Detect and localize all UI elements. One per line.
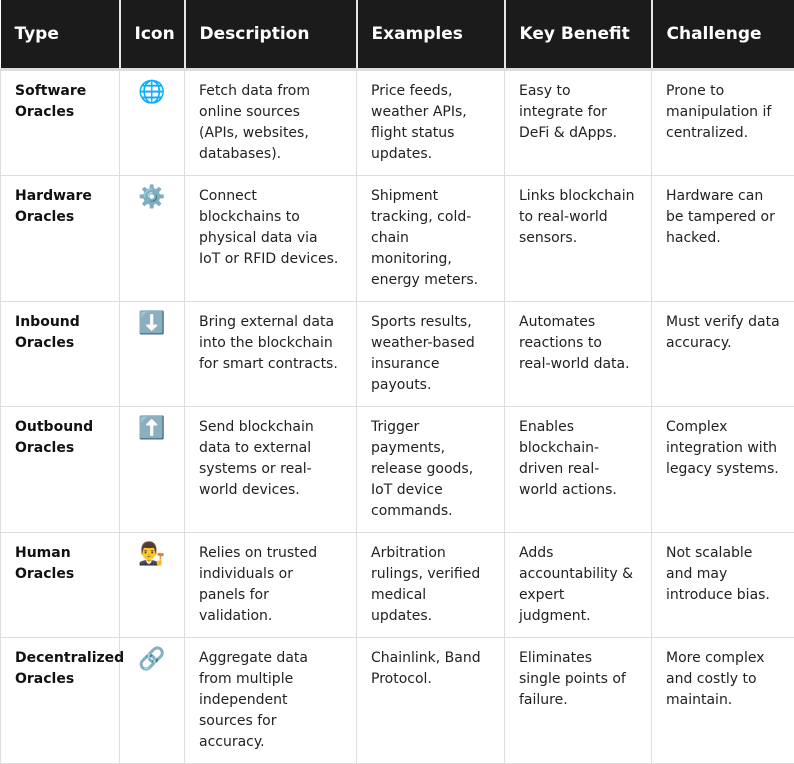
gear-icon: ⚙️ — [120, 176, 185, 302]
link-icon: 🔗 — [120, 638, 185, 764]
down-arrow-icon: ⬇️ — [120, 302, 185, 407]
challenge-cell: Hardware can be tampered or hacked. — [652, 176, 794, 302]
challenge-cell: Prone to manipulation if centralized. — [652, 70, 794, 176]
type-cell: Hardware Oracles — [1, 176, 120, 302]
table-row: Human Oracles👨‍⚖️Relies on trusted indiv… — [1, 533, 794, 638]
key-benefit-cell: Eliminates single points of failure. — [505, 638, 652, 764]
challenge-cell: Must verify data accuracy. — [652, 302, 794, 407]
challenge-cell: Not scalable and may introduce bias. — [652, 533, 794, 638]
examples-cell: Price feeds, weather APIs, flight status… — [357, 70, 505, 176]
key-benefit-cell: Adds accountability & expert judgment. — [505, 533, 652, 638]
up-arrow-icon: ⬆️ — [120, 407, 185, 533]
challenge-cell: More complex and costly to maintain. — [652, 638, 794, 764]
examples-cell: Chainlink, Band Protocol. — [357, 638, 505, 764]
table-row: Software Oracles🌐Fetch data from online … — [1, 70, 794, 176]
type-cell: Outbound Oracles — [1, 407, 120, 533]
challenge-cell: Complex integration with legacy systems. — [652, 407, 794, 533]
header-icon: Icon — [120, 0, 185, 70]
type-cell: Human Oracles — [1, 533, 120, 638]
description-cell: Relies on trusted individuals or panels … — [185, 533, 357, 638]
table-row: Hardware Oracles⚙️Connect blockchains to… — [1, 176, 794, 302]
key-benefit-cell: Automates reactions to real-world data. — [505, 302, 652, 407]
description-cell: Bring external data into the blockchain … — [185, 302, 357, 407]
examples-cell: Sports results, weather-based insurance … — [357, 302, 505, 407]
examples-cell: Shipment tracking, cold-chain monitoring… — [357, 176, 505, 302]
header-challenge: Challenge — [652, 0, 794, 70]
judge-icon: 👨‍⚖️ — [120, 533, 185, 638]
table-row: Decentralized Oracles🔗Aggregate data fro… — [1, 638, 794, 764]
key-benefit-cell: Enables blockchain-driven real-world act… — [505, 407, 652, 533]
type-cell: Decentralized Oracles — [1, 638, 120, 764]
header-type: Type — [1, 0, 120, 70]
description-cell: Aggregate data from multiple independent… — [185, 638, 357, 764]
globe-icon: 🌐 — [120, 70, 185, 176]
key-benefit-cell: Links blockchain to real-world sensors. — [505, 176, 652, 302]
type-cell: Software Oracles — [1, 70, 120, 176]
header-examples: Examples — [357, 0, 505, 70]
type-cell: Inbound Oracles — [1, 302, 120, 407]
header-row: Type Icon Description Examples Key Benef… — [1, 0, 794, 70]
examples-cell: Trigger payments, release goods, IoT dev… — [357, 407, 505, 533]
table-row: Outbound Oracles⬆️Send blockchain data t… — [1, 407, 794, 533]
description-cell: Fetch data from online sources (APIs, we… — [185, 70, 357, 176]
description-cell: Connect blockchains to physical data via… — [185, 176, 357, 302]
header-description: Description — [185, 0, 357, 70]
examples-cell: Arbitration rulings, verified medical up… — [357, 533, 505, 638]
description-cell: Send blockchain data to external systems… — [185, 407, 357, 533]
key-benefit-cell: Easy to integrate for DeFi & dApps. — [505, 70, 652, 176]
table-row: Inbound Oracles⬇️Bring external data int… — [1, 302, 794, 407]
header-key-benefit: Key Benefit — [505, 0, 652, 70]
